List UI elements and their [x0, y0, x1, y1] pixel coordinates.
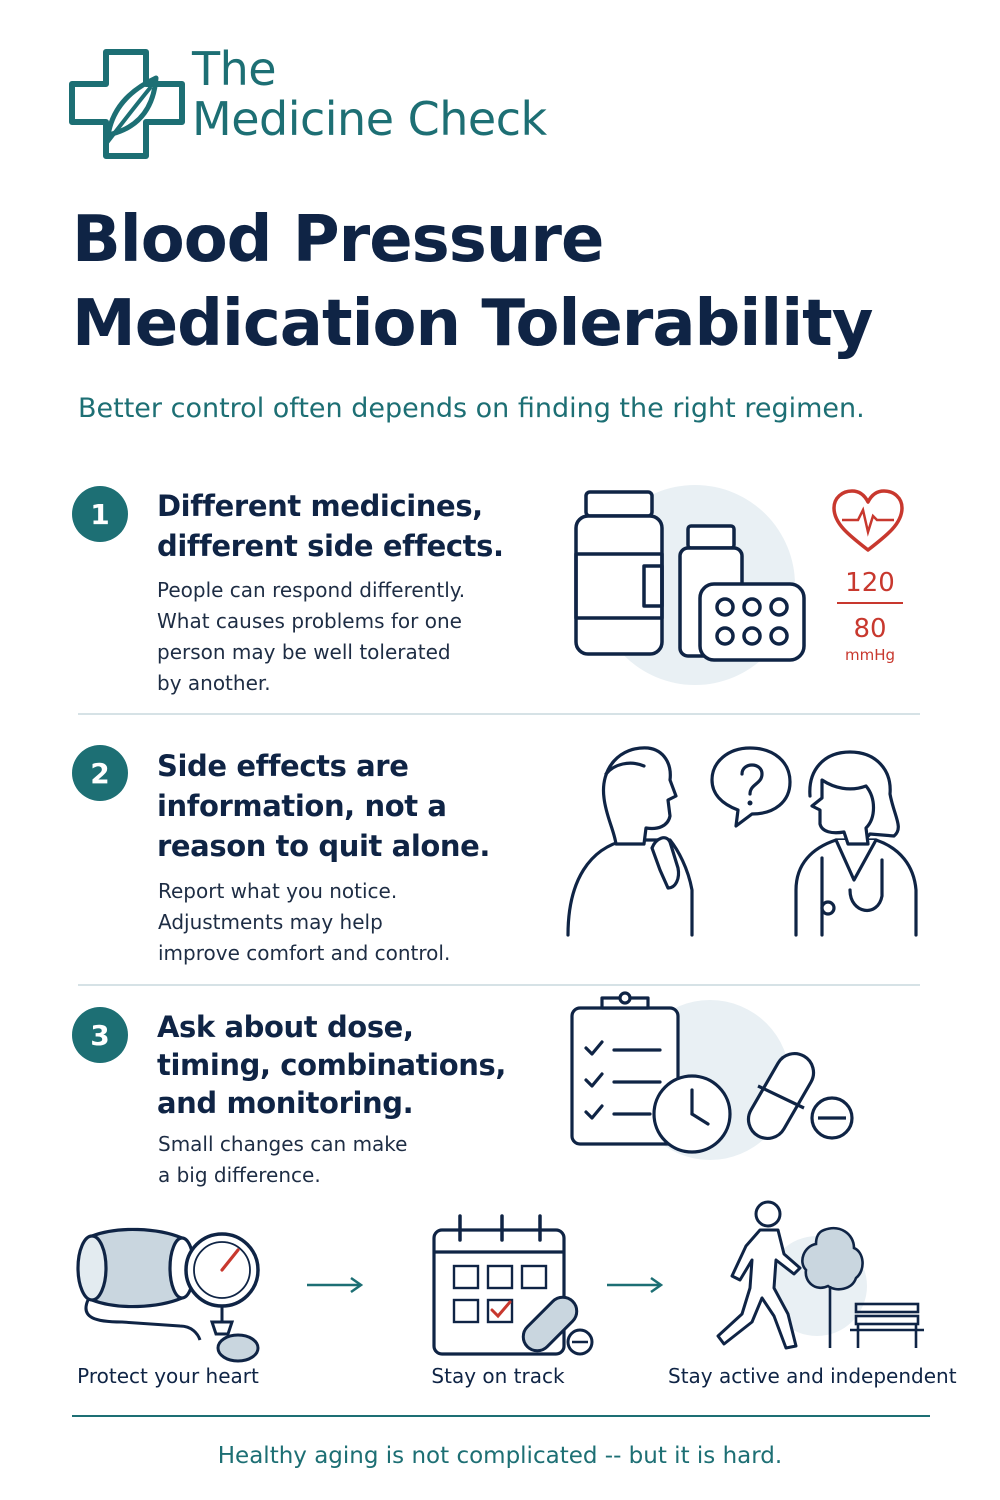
clock-icon [652, 1074, 732, 1154]
section-2-body-line: improve comfort and control. [158, 941, 451, 965]
section-2-heading-line: reason to quit alone. [157, 829, 491, 863]
section-1-body-line: person may be well tolerated [157, 640, 451, 664]
section-2-body-line: Report what you notice. [158, 879, 398, 903]
blood-pressure-cuff-icon [76, 1227, 260, 1363]
section-3-heading-line: Ask about dose, [157, 1010, 414, 1044]
section-1-body-line: by another. [157, 671, 271, 695]
section-2-heading-line: Side effects are [157, 749, 409, 783]
section-1-body: People can respond differently. What cau… [157, 575, 465, 699]
section-3-body-line: Small changes can make [158, 1132, 408, 1156]
section-3-number-badge: 3 [72, 1007, 128, 1063]
section-2-body: Report what you notice. Adjustments may … [158, 876, 450, 969]
pill-bottle-icon [574, 490, 664, 656]
heart-rate-icon [832, 489, 904, 552]
section-divider [78, 713, 920, 715]
consultation-illustration [566, 746, 918, 937]
brand-line-1: The [192, 42, 277, 96]
checklist-clipboard-icon [570, 991, 680, 1146]
section-3-heading-line: timing, combinations, [157, 1048, 506, 1082]
cross-leaf-icon [69, 49, 185, 159]
tagline: Healthy aging is not complicated -- but … [217, 1443, 783, 1469]
section-2-body-line: Adjustments may help [158, 910, 383, 934]
brand-name: The Medicine Check [192, 44, 547, 144]
section-2-heading: Side effects are information, not a reas… [157, 746, 490, 866]
section-1-heading-line: different side effects. [157, 529, 504, 563]
arrow-right-icon [307, 1276, 364, 1294]
title-line-2: Medication Tolerability [72, 287, 873, 361]
section-1-body-line: People can respond differently. [157, 578, 466, 602]
medication-illustration [574, 485, 806, 685]
tablet-icon [810, 1096, 854, 1140]
section-divider [78, 984, 920, 986]
systolic-value: 120 [845, 568, 895, 598]
brand-line-2: Medicine Check [192, 92, 547, 146]
arrow-right-icon [607, 1276, 664, 1294]
thinking-patient-icon [566, 746, 694, 937]
monitoring-illustration [570, 991, 854, 1160]
section-1-heading-line: Different medicines, [157, 489, 483, 523]
diastolic-value: 80 [853, 614, 887, 644]
footer-rule [72, 1415, 930, 1417]
section-3-heading: Ask about dose, timing, combinations, an… [157, 1008, 506, 1122]
section-1-number-badge: 1 [72, 486, 128, 542]
capsule-icon [746, 1052, 816, 1140]
tree-icon [801, 1227, 864, 1348]
doctor-icon [794, 750, 918, 937]
bp-reading: 120 80 mmHg [835, 568, 905, 666]
section-2-number-badge: 2 [72, 745, 128, 801]
page-title: Blood Pressure Medication Tolerability [72, 198, 873, 366]
calendar-icon [432, 1214, 594, 1356]
blister-pack-icon [678, 524, 806, 662]
section-3-body: Small changes can make a big difference. [158, 1129, 407, 1191]
step-label-stay-active: Stay active and independent [668, 1364, 957, 1388]
step-label-protect-heart: Protect your heart [77, 1364, 259, 1388]
section-1-heading: Different medicines, different side effe… [157, 486, 504, 566]
reading-unit: mmHg [844, 646, 896, 664]
step-label-stay-on-track: Stay on track [431, 1364, 565, 1388]
reading-divider [837, 602, 903, 604]
question-bubble-icon [710, 746, 792, 828]
subtitle: Better control often depends on finding … [78, 393, 865, 424]
walking-person-icon [716, 1200, 924, 1350]
section-2-heading-line: information, not a [157, 789, 447, 823]
bench-icon [850, 1302, 924, 1348]
section-1-body-line: What causes problems for one [157, 609, 462, 633]
section-3-body-line: a big difference. [158, 1163, 321, 1187]
section-3-heading-line: and monitoring. [157, 1086, 414, 1120]
title-line-1: Blood Pressure [72, 203, 604, 277]
